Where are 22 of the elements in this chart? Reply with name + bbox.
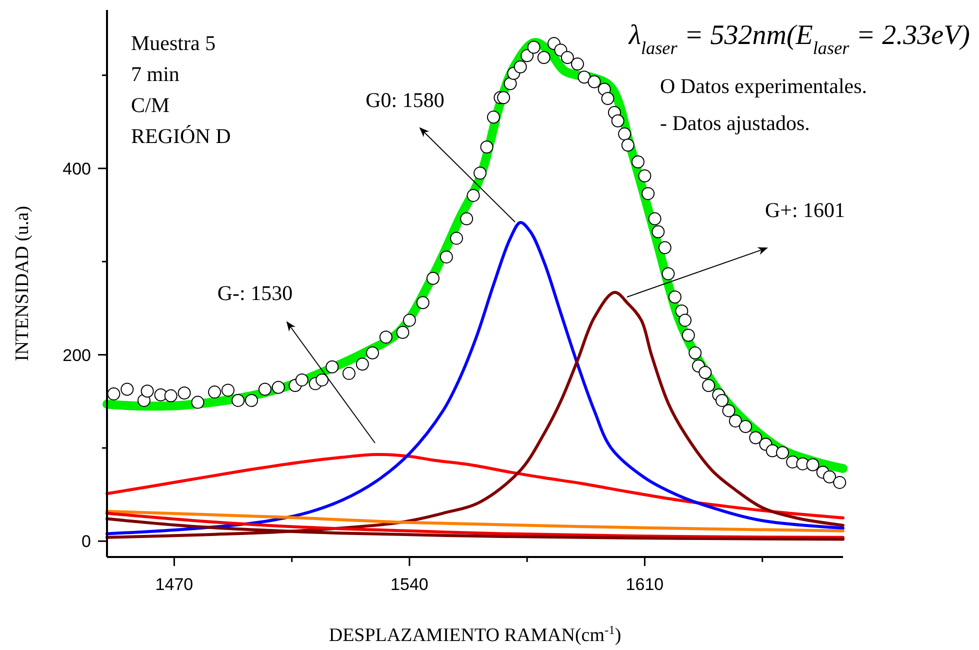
annotation: G+: 1601 (764, 198, 846, 222)
annotation: REGIÓN D (131, 124, 231, 148)
line-series (106, 510, 844, 532)
y-tick-label: 200 (62, 346, 91, 365)
x-tick-label: 1540 (390, 575, 428, 594)
line-series (106, 452, 844, 520)
annotation: 7 min (131, 62, 180, 86)
line-series (106, 220, 844, 536)
annotation: G0: 1580 (366, 88, 444, 112)
annotation: G-: 1530 (217, 281, 293, 305)
annotation: C/M (131, 93, 170, 117)
y-tick-label: 0 (82, 532, 91, 552)
annotation: - Datos ajustados. (660, 111, 810, 135)
annotation: λ$_{laser}$ = 532nm(E$_{laser}$ = 2.33eV) (628, 20, 970, 58)
annotation: Muestra 5 (131, 31, 216, 55)
x-tick-label: 1610 (626, 575, 664, 594)
annotation: O Datos experimentales. (660, 74, 868, 98)
y-axis-title: INTENSIDAD (u.a) (12, 206, 33, 362)
x-tick-label: 1470 (155, 575, 194, 594)
x-axis-title: DESPLAZAMIENTO RAMAN(cm$^{-1}$) (328, 623, 622, 646)
y-tick-label: 400 (62, 159, 91, 178)
line-series (106, 512, 844, 539)
